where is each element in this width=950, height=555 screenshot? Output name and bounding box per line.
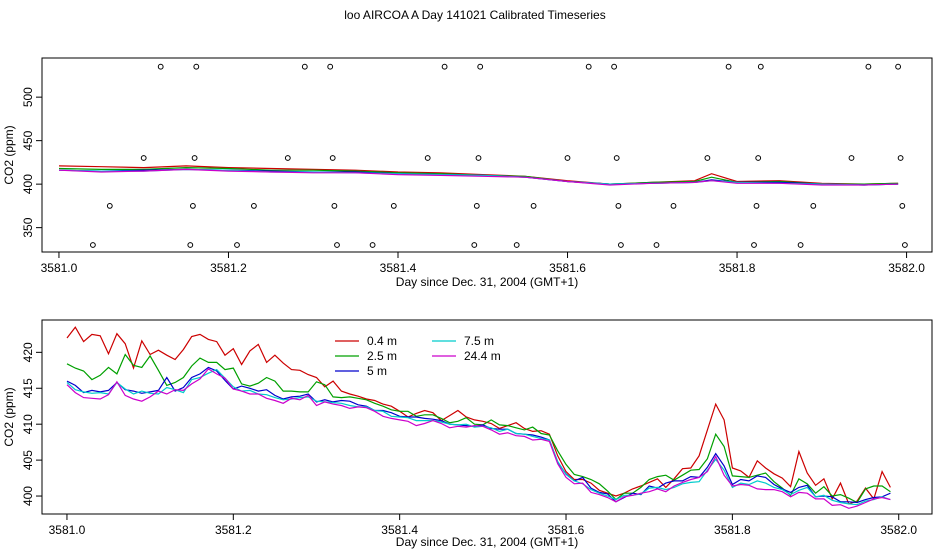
scatter-point: [477, 63, 484, 70]
scatter-point: [810, 203, 817, 209]
scatter-point: [329, 155, 336, 161]
scatter-point: [585, 63, 592, 70]
top-x-tick-label: 3581.2: [210, 261, 247, 275]
top-y-tick-label: 400: [21, 174, 35, 194]
bottom-y-tick-label: 415: [21, 378, 35, 398]
bottom-x-axis: 3581.0 3581.2 3581.4 3581.6 3581.8 3582.0: [49, 514, 917, 537]
scatter-point: [369, 242, 376, 248]
scatter-point: [757, 63, 764, 70]
scatter-point: [797, 242, 804, 248]
scatter-point: [251, 203, 257, 209]
scatter-point: [390, 203, 397, 209]
top-x-tick-label: 3581.4: [380, 261, 417, 275]
top-series-lines: [58, 165, 899, 186]
scatter-point: [106, 203, 113, 209]
scatter-point: [755, 155, 762, 161]
top-y-tick-label: 450: [21, 130, 35, 150]
scatter-point: [751, 242, 757, 248]
bottom-x-tick-label: 3581.4: [381, 523, 418, 537]
scatter-point: [234, 242, 240, 248]
bottom-series-line: [66, 368, 891, 506]
scatter-point: [187, 242, 194, 248]
bottom-series-lines: [66, 326, 891, 509]
legend-label: 24.4 m: [464, 349, 501, 363]
scatter-point: [564, 155, 571, 161]
bottom-x-axis-label: Day since Dec. 31, 2004 (GMT+1): [396, 535, 578, 549]
scatter-point: [327, 63, 334, 70]
top-y-tick-label: 350: [21, 217, 35, 237]
top-x-tick-label: 3581.6: [549, 261, 586, 275]
scatter-point: [193, 63, 200, 70]
scatter-point: [191, 155, 198, 161]
scatter-point: [653, 242, 660, 248]
top-x-axis-label: Day since Dec. 31, 2004 (GMT+1): [396, 275, 578, 289]
scatter-point: [513, 242, 520, 248]
scatter-point: [301, 63, 308, 70]
bottom-panel: 400 405 410 415 420 3581.0 3581.2 3581.4 3581.6…: [2, 319, 933, 549]
bottom-plot-frame: [41, 319, 933, 515]
legend: 0.4 m2.5 m5 m 7.5 m24.4 m: [335, 334, 501, 378]
scatter-point: [897, 155, 904, 161]
bottom-y-tick-label: 400: [21, 486, 35, 506]
scatter-point: [615, 203, 622, 209]
scatter-point: [530, 203, 537, 209]
scatter-point: [704, 155, 711, 161]
bottom-series-line: [66, 326, 891, 505]
bottom-x-tick-label: 3581.0: [49, 523, 86, 537]
bottom-y-tick-label: 405: [21, 450, 35, 470]
scatter-point: [190, 203, 196, 209]
top-x-tick-label: 3581.0: [41, 261, 78, 275]
top-plot-frame: [41, 57, 933, 253]
scatter-point: [902, 242, 908, 248]
bottom-y-axis: 400 405 410 415 420: [21, 342, 42, 506]
scatter-point: [611, 63, 617, 70]
legend-label: 5 m: [367, 364, 387, 378]
scatter-point: [895, 63, 901, 70]
legend-label: 0.4 m: [367, 334, 397, 348]
top-x-axis: 3581.0 3581.2 3581.4 3581.6 3581.8 3582.0: [41, 252, 925, 275]
bottom-x-tick-label: 3581.8: [714, 523, 751, 537]
top-y-tick-label: 500: [21, 87, 35, 107]
scatter-point: [613, 155, 620, 161]
legend-label: 7.5 m: [464, 334, 494, 348]
scatter-point: [441, 63, 448, 70]
top-x-tick-label: 3582.0: [888, 261, 925, 275]
scatter-point: [157, 63, 164, 70]
top-y-axis-label: CO2 (ppm): [2, 125, 16, 184]
top-scatter-points: [90, 63, 908, 248]
legend-label: 2.5 m: [367, 349, 397, 363]
bottom-x-tick-label: 3581.2: [215, 523, 252, 537]
scatter-point: [424, 155, 431, 161]
top-series-line: [58, 168, 899, 186]
scatter-point: [618, 242, 624, 248]
scatter-point: [90, 242, 96, 248]
bottom-series-line: [66, 353, 891, 504]
top-y-axis: 350 400 450 500: [21, 87, 42, 238]
bottom-x-tick-label: 3582.0: [880, 523, 917, 537]
scatter-point: [899, 203, 906, 209]
scatter-point: [334, 242, 340, 248]
scatter-point: [725, 63, 732, 70]
scatter-point: [865, 63, 872, 70]
bottom-x-tick-label: 3581.6: [548, 523, 585, 537]
bottom-series-line: [66, 368, 891, 509]
scatter-point: [140, 155, 147, 161]
scatter-point: [473, 203, 480, 209]
bottom-y-tick-label: 420: [21, 342, 35, 362]
scatter-point: [848, 155, 855, 161]
bottom-y-tick-label: 410: [21, 414, 35, 434]
scatter-point: [753, 203, 760, 209]
scatter-point: [284, 155, 291, 161]
scatter-point: [670, 203, 677, 209]
figure-title: loo AIRCOA A Day 141021 Calibrated Times…: [344, 8, 605, 22]
scatter-point: [331, 203, 338, 209]
bottom-series-line: [66, 366, 891, 504]
scatter-point: [471, 242, 478, 248]
top-series-line: [58, 168, 899, 186]
bottom-y-axis-label: CO2 (ppm): [2, 387, 16, 446]
scatter-point: [475, 155, 482, 161]
top-x-tick-label: 3581.8: [719, 261, 756, 275]
